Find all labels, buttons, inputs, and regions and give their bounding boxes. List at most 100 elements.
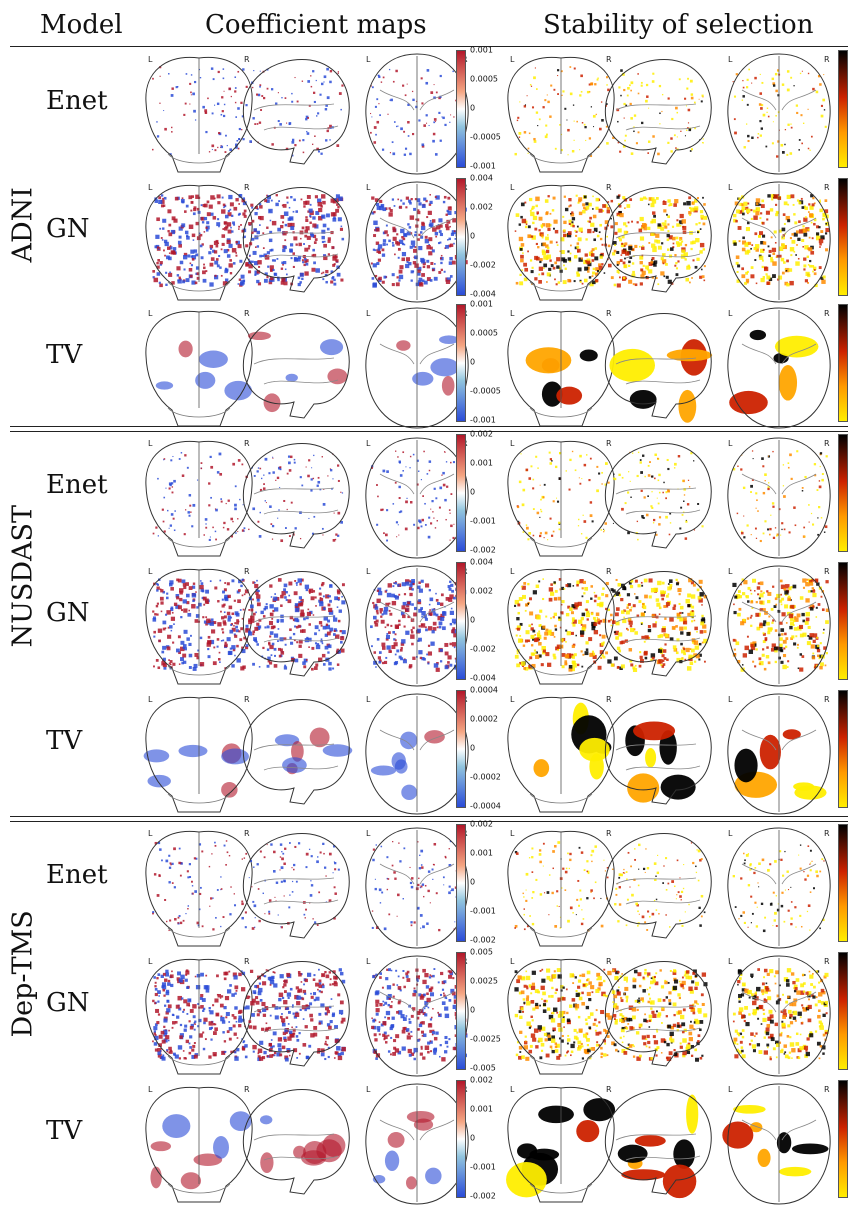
stability-map-sagittal (596, 690, 718, 816)
svg-text:L: L (728, 439, 733, 448)
svg-text:L: L (728, 695, 733, 704)
stability-colorbar: 10.750.50.250 (838, 304, 848, 422)
dataset-separator (10, 816, 848, 822)
colorbar-tick-label: 0.002 (470, 430, 493, 439)
svg-text:L: L (510, 309, 515, 318)
colorbar-tick-label: 0.001 (470, 849, 493, 858)
colorbar-tick-label: -0.0002 (470, 773, 501, 782)
model-label: Enet (46, 860, 108, 890)
colorbar-gradient (456, 178, 466, 296)
colorbar-tick-label: -0.002 (470, 1192, 496, 1201)
coefficient-map-sagittal (234, 952, 356, 1078)
colorbar-tick-label: -0.0005 (470, 133, 501, 142)
coefficient-map-sagittal (234, 1080, 356, 1206)
colorbar-gradient (456, 1080, 466, 1198)
colorbar-tick-label: 0 (470, 358, 475, 367)
colorbar-gradient (838, 50, 848, 168)
svg-text:L: L (510, 439, 515, 448)
svg-text:L: L (366, 183, 371, 192)
colorbar-tick-label: 0.005 (470, 948, 493, 957)
stability-colorbar: 10.750.50.250 (838, 50, 848, 168)
svg-text:L: L (366, 695, 371, 704)
dataset-label: Dep-TMS (8, 988, 39, 1038)
colorbar-tick-label: 0 (470, 878, 475, 887)
svg-text:L: L (728, 55, 733, 64)
coefficient-map-sagittal (234, 562, 356, 688)
svg-text:L: L (366, 55, 371, 64)
svg-text:R: R (824, 183, 830, 192)
colorbar-tick-label: 0.001 (470, 459, 493, 468)
svg-text:L: L (366, 829, 371, 838)
colorbar-tick-label: 0 (470, 1006, 475, 1015)
header-stability: Stability of selection (543, 10, 813, 40)
stability-map-sagittal (596, 178, 718, 304)
svg-text:R: R (824, 695, 830, 704)
colorbar-tick-label: 0.004 (470, 558, 493, 567)
stability-map-sagittal (596, 952, 718, 1078)
colorbar-tick-label: 0 (470, 1134, 475, 1143)
model-label: TV (46, 1116, 82, 1146)
svg-text:R: R (824, 309, 830, 318)
model-label: GN (46, 214, 90, 244)
svg-text:L: L (148, 183, 153, 192)
svg-text:L: L (510, 183, 515, 192)
colorbar-tick-label: 0.004 (470, 174, 493, 183)
stability-colorbar: 10.750.50.250 (838, 434, 848, 552)
colorbar-gradient (456, 50, 466, 168)
header-rule (10, 46, 848, 47)
stability-map-sagittal (596, 824, 718, 950)
svg-text:L: L (510, 695, 515, 704)
colorbar-gradient (838, 690, 848, 808)
svg-text:L: L (728, 309, 733, 318)
stability-map-sagittal (596, 304, 718, 430)
header-coefficient-maps: Coefficient maps (205, 10, 427, 40)
stability-map-sagittal (596, 434, 718, 560)
colorbar-tick-label: -0.001 (470, 416, 496, 425)
colorbar-tick-label: -0.002 (470, 261, 496, 270)
colorbar-tick-label: -0.004 (470, 290, 496, 299)
svg-text:L: L (366, 439, 371, 448)
colorbar-gradient (838, 304, 848, 422)
model-label: GN (46, 988, 90, 1018)
colorbar-tick-label: -0.001 (470, 907, 496, 916)
stability-colorbar: 10.750.50.250 (838, 1080, 848, 1198)
colorbar-tick-label: -0.002 (470, 936, 496, 945)
stability-colorbar: 10.750.50.250 (838, 178, 848, 296)
svg-text:R: R (824, 567, 830, 576)
colorbar-gradient (838, 178, 848, 296)
stability-map-sagittal (596, 562, 718, 688)
colorbar-tick-label: 0.0005 (470, 75, 498, 84)
svg-text:L: L (148, 829, 153, 838)
svg-text:L: L (148, 695, 153, 704)
colorbar-tick-label: 0.0005 (470, 329, 498, 338)
colorbar-gradient (456, 824, 466, 942)
colorbar-gradient (456, 562, 466, 680)
coefficient-map-sagittal (234, 434, 356, 560)
colorbar-tick-label: 0.001 (470, 300, 493, 309)
stability-map-sagittal (596, 1080, 718, 1206)
colorbar-gradient (838, 562, 848, 680)
svg-text:L: L (728, 567, 733, 576)
colorbar-tick-label: -0.001 (470, 162, 496, 171)
dataset-label: ADNI (8, 213, 39, 263)
colorbar-tick-label: 0 (470, 232, 475, 241)
colorbar-tick-label: 0 (470, 616, 475, 625)
svg-text:L: L (148, 567, 153, 576)
colorbar-tick-label: 0.0004 (470, 686, 498, 695)
coefficient-map-sagittal (234, 304, 356, 430)
colorbar-gradient (456, 952, 466, 1070)
model-label: Enet (46, 470, 108, 500)
dataset-label: NUSDAST (8, 598, 39, 648)
colorbar-tick-label: 0.002 (470, 203, 493, 212)
stability-colorbar: 10.750.50.250 (838, 824, 848, 942)
colorbar-tick-label: -0.0025 (470, 1035, 501, 1044)
stability-colorbar: 10.750.50.250 (838, 562, 848, 680)
